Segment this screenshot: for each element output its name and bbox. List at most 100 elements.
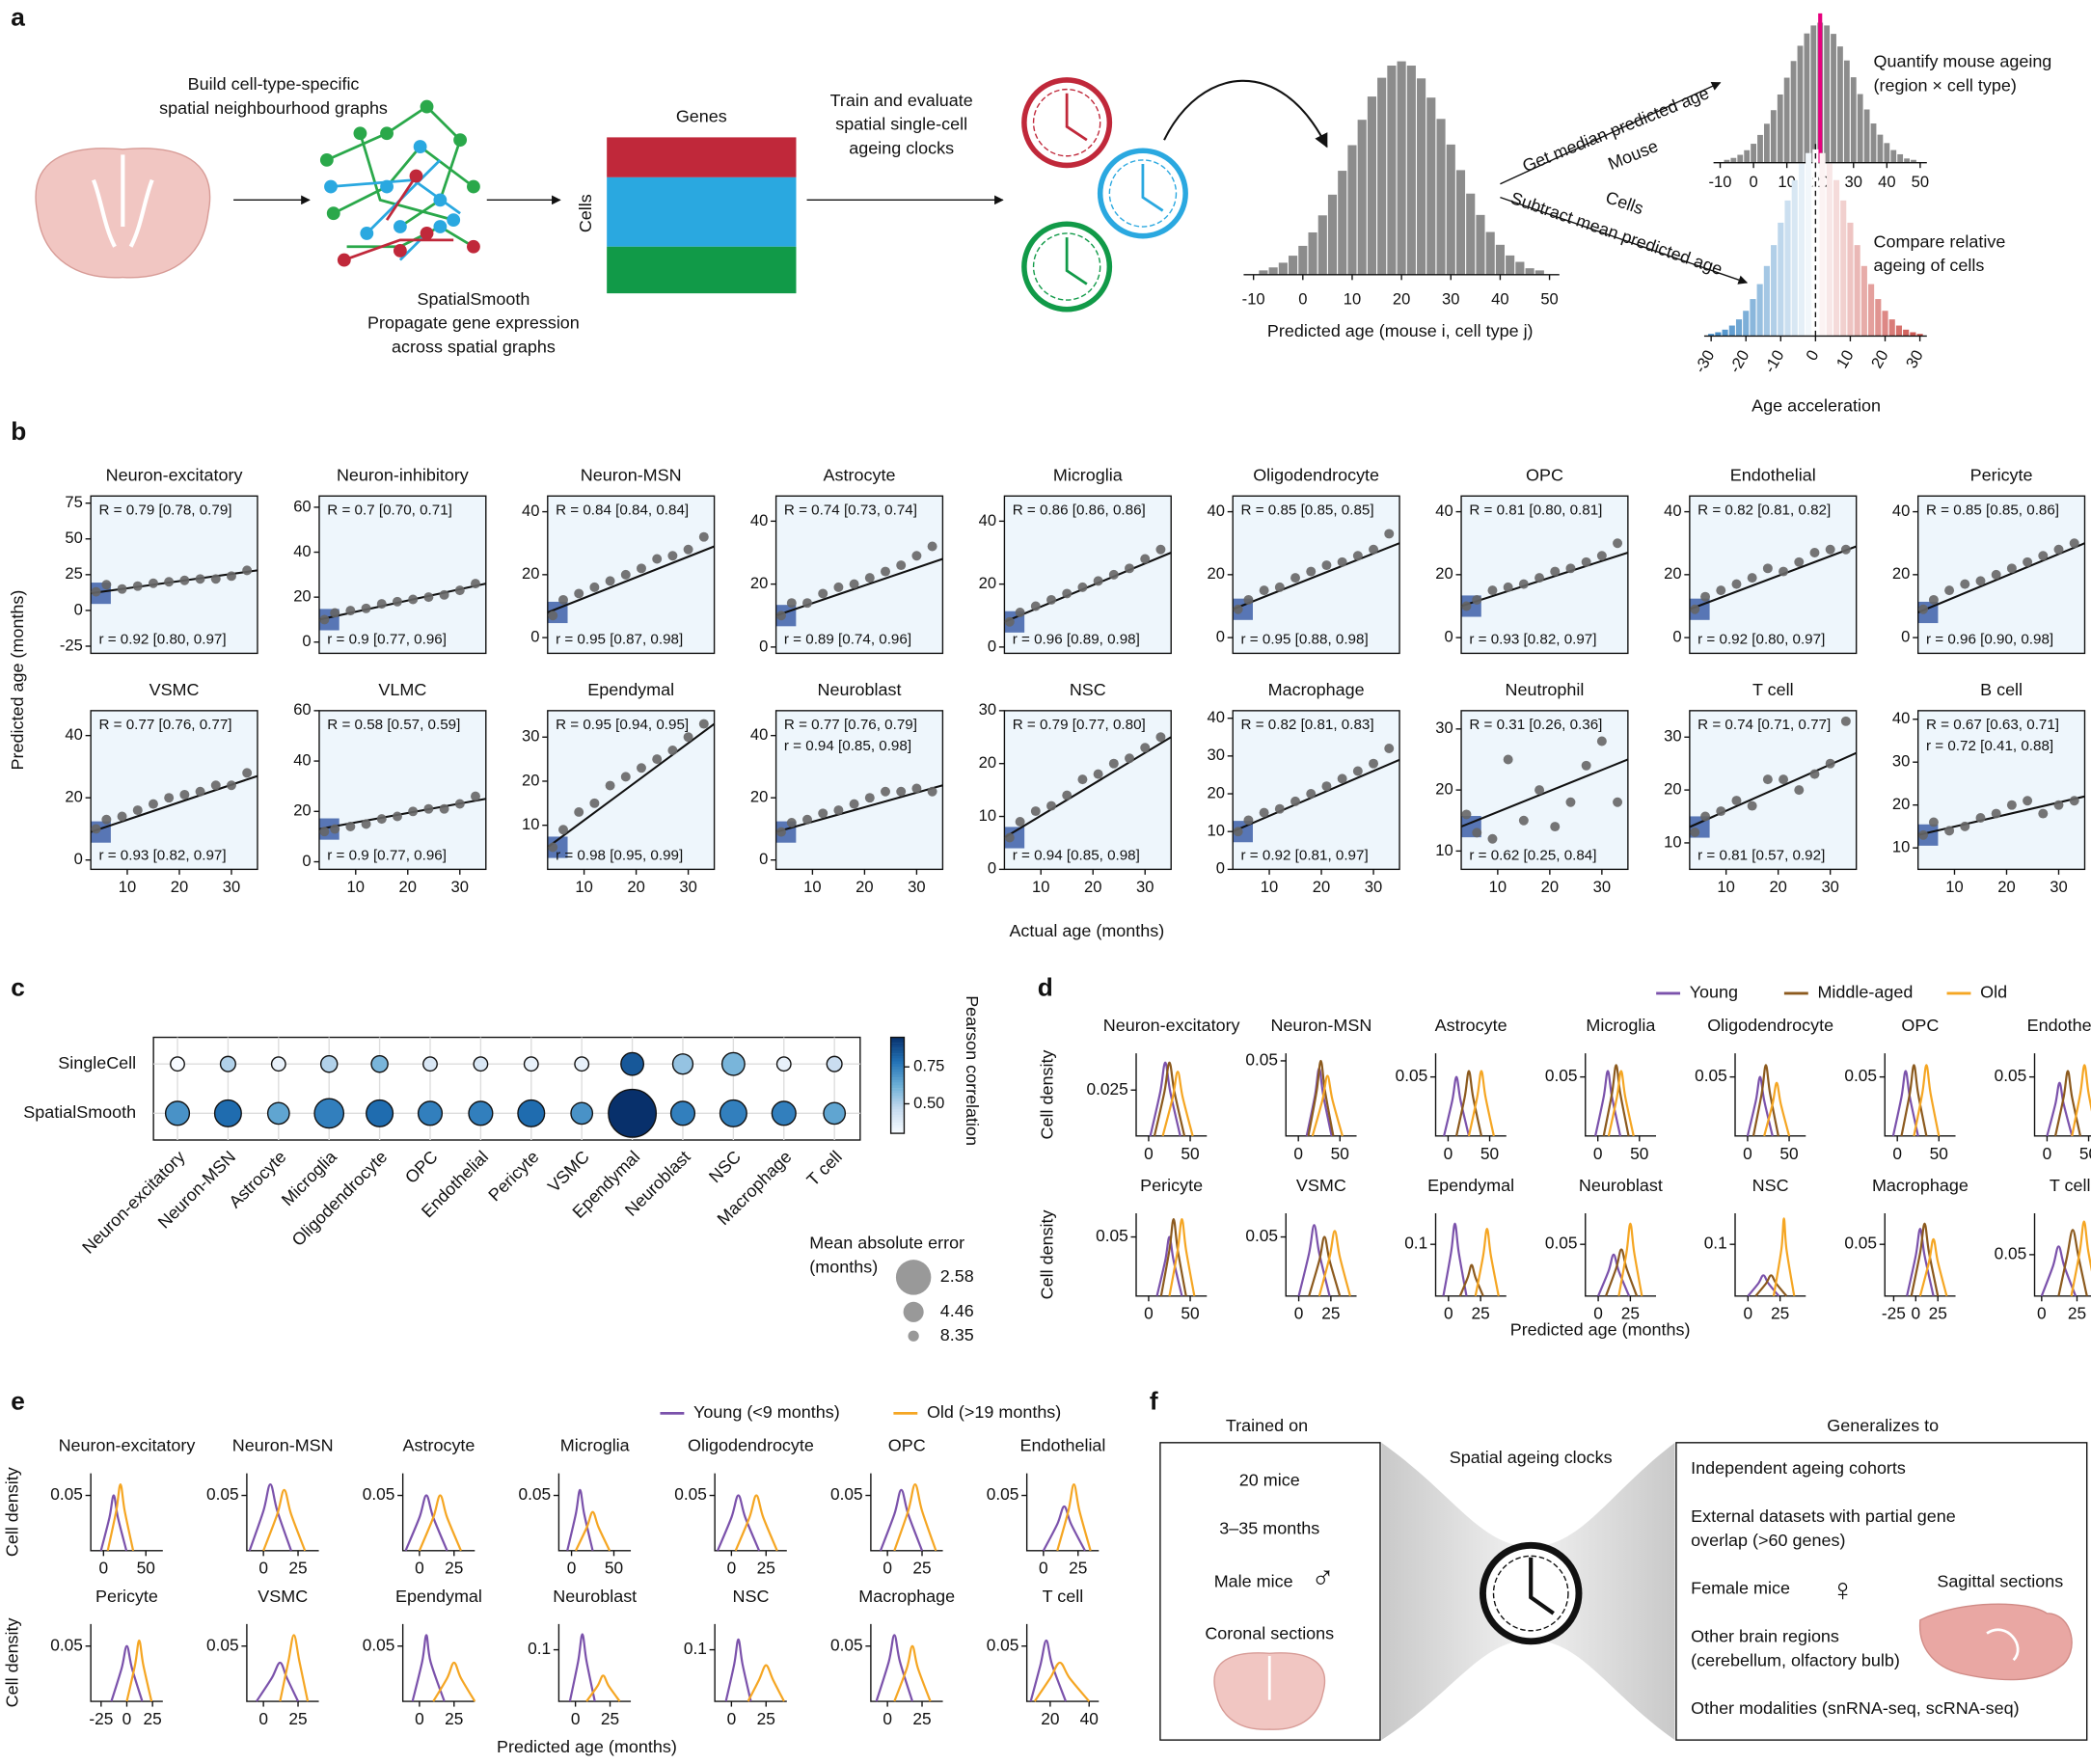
colorbar-cell: [890, 1109, 905, 1113]
fit-line: [547, 545, 715, 613]
spines: [1734, 1213, 1806, 1297]
hist-bar: [1397, 61, 1406, 275]
x-tick-label: 25: [1472, 1304, 1490, 1323]
hist-bar: [1708, 334, 1715, 337]
y-tick-label: 30: [1435, 719, 1453, 737]
point: [1015, 817, 1025, 827]
hist-bar: [1436, 119, 1446, 275]
density-curve: [1307, 1059, 1335, 1137]
x-tick-label: 25: [288, 1709, 307, 1728]
x-tick-label: 0: [1444, 1144, 1453, 1163]
x-tick-label: 20: [1393, 289, 1410, 308]
dot: [170, 1056, 185, 1072]
point: [1825, 758, 1835, 769]
y-tick-label: 20: [522, 564, 539, 583]
x-tick-label: 10: [1833, 347, 1858, 371]
y-tick-label: 0: [302, 852, 311, 870]
axes-box: [152, 1036, 861, 1141]
heatmap-bg: [1917, 710, 2085, 870]
density-curve: [716, 1494, 761, 1552]
point: [148, 799, 158, 809]
heatmap-bg: [318, 710, 486, 870]
spines: [401, 1623, 475, 1702]
dot: [620, 1051, 645, 1076]
hist-bar: [1728, 325, 1735, 337]
density-curve: [2057, 1229, 2088, 1296]
spines: [246, 1473, 319, 1552]
dot: [270, 1056, 286, 1072]
legend-label: Young (<9 months): [693, 1402, 840, 1422]
stat-label: r = 0.9 [0.77, 0.96]: [327, 848, 447, 864]
x-axis-label: Predicted age (months): [1510, 1319, 1691, 1339]
x-tick-label: 25: [288, 1559, 307, 1578]
subplot-title: Ependymal: [395, 1587, 482, 1606]
hist-bar: [1847, 222, 1854, 337]
density-curve: [1056, 1482, 1092, 1552]
label: Cells: [1603, 187, 1645, 218]
x-tick-label: VSMC: [544, 1147, 593, 1196]
y-tick-label: 0.05: [1995, 1066, 2027, 1085]
fit-line: [1232, 758, 1400, 833]
panel-label: e: [11, 1386, 25, 1415]
y-tick-label: 30: [1664, 727, 1681, 746]
colorbar-cell: [890, 1130, 905, 1134]
heatmap-bg: [1917, 496, 2085, 654]
spines: [1025, 1623, 1100, 1702]
spines: [1884, 1213, 1956, 1297]
x-tick-label: 50: [1630, 1144, 1648, 1163]
y-tick-label: 40: [979, 511, 996, 529]
point: [1840, 544, 1851, 555]
colorbar-cell: [890, 1111, 905, 1116]
label: ageing of cells: [1874, 256, 1985, 275]
x-tick-label: 20: [1541, 878, 1559, 896]
x-tick-label: 30: [451, 878, 469, 896]
subplot-title: Neuron-MSN: [232, 1436, 334, 1455]
y-tick-label: 0.05: [1844, 1066, 1877, 1085]
point: [1337, 556, 1347, 567]
point: [802, 598, 812, 609]
spines: [90, 1623, 163, 1702]
point: [1352, 551, 1363, 561]
colorbar-cell: [890, 1064, 905, 1068]
point: [330, 608, 340, 618]
x-tick-label: 30: [2050, 878, 2067, 896]
x-tick-label: 0: [727, 1709, 737, 1728]
subplot-title: Macrophage: [1872, 1176, 1969, 1195]
y-tick-label: 40: [1892, 709, 1910, 727]
subplot-title: VLMC: [378, 680, 426, 699]
dot: [719, 1099, 747, 1127]
point: [1274, 803, 1285, 814]
y-tick-label: 10: [979, 806, 996, 825]
point: [1690, 828, 1700, 837]
point: [911, 783, 922, 794]
density-curve: [2053, 1070, 2081, 1137]
point: [1290, 573, 1301, 583]
hist-bar: [1863, 109, 1870, 163]
y-tick-label: -25: [60, 636, 83, 654]
hist-bar: [1831, 34, 1836, 163]
y-tick-label: 20: [293, 801, 311, 820]
y-tick-label: 0.05: [518, 1484, 551, 1504]
stat-label: r = 0.96 [0.90, 0.98]: [1926, 632, 2053, 648]
hist-bar: [1455, 170, 1466, 275]
point: [864, 793, 875, 803]
stat-label: r = 0.92 [0.80, 0.97]: [1697, 632, 1825, 648]
heatmap-bg: [1461, 496, 1628, 654]
hist-bar: [1778, 222, 1784, 337]
y-tick-label: 20: [1892, 795, 1910, 813]
colorbar-frame: [889, 1036, 906, 1134]
hist-bar: [1495, 244, 1505, 275]
subplot-title: Neuron-excitatory: [106, 465, 243, 484]
y-tick-label: 40: [1207, 708, 1224, 726]
density-curve: [1910, 1222, 1940, 1296]
density-curve: [1153, 1061, 1186, 1137]
colorbar-cell: [890, 1100, 905, 1104]
density-curve: [1605, 1248, 1639, 1297]
heatmap-bg: [1689, 496, 1857, 654]
subplot-title: Neuron-excitatory: [1103, 1016, 1240, 1035]
point: [1077, 774, 1088, 785]
point: [132, 581, 143, 591]
point: [1062, 588, 1073, 599]
point: [574, 806, 584, 817]
